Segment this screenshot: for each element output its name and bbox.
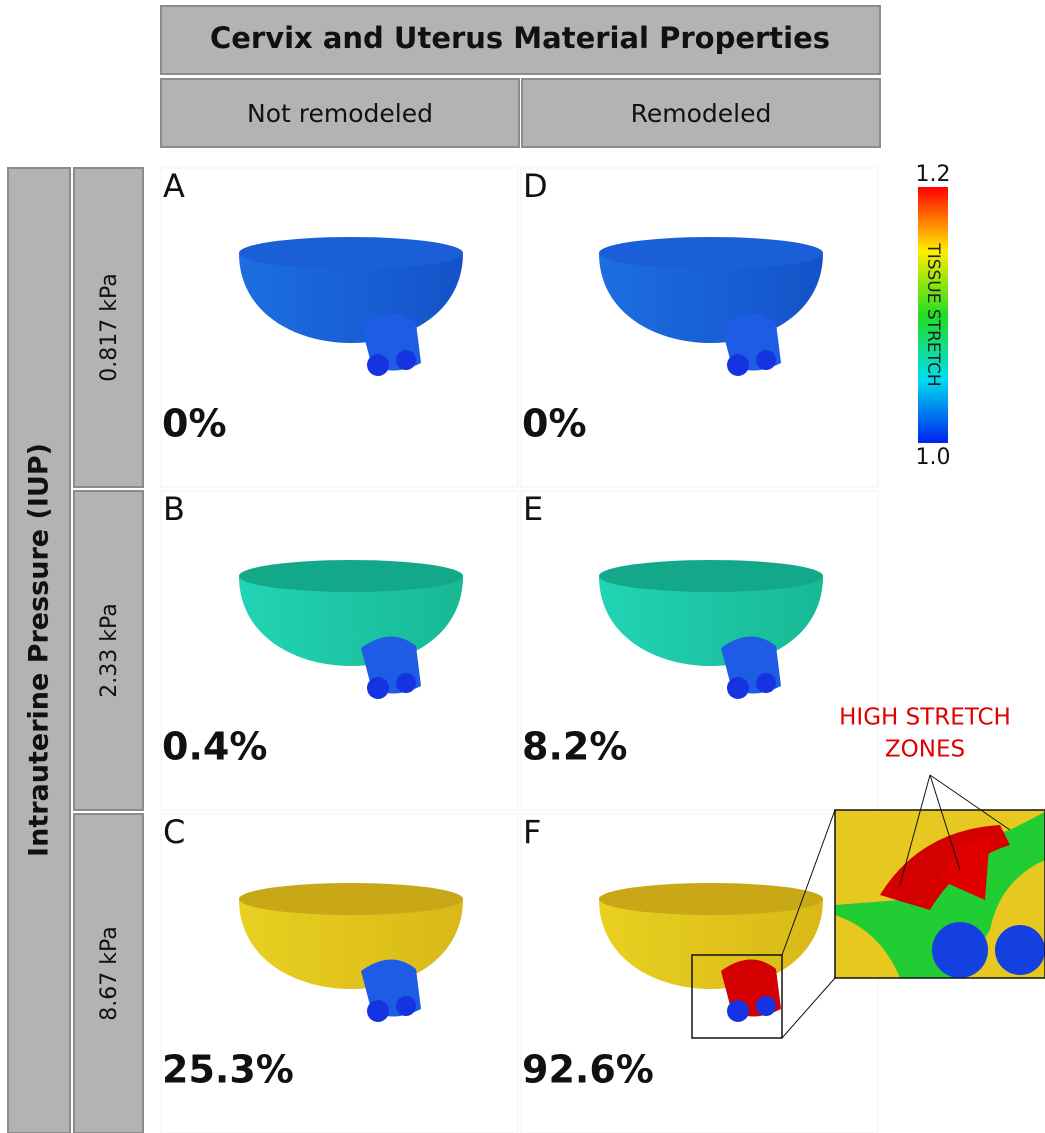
row-header: 2.33 kPa <box>97 603 122 697</box>
panel-value: 0% <box>522 402 587 446</box>
panel-letter: E <box>523 490 543 528</box>
colorbar-max: 1.2 <box>916 162 951 187</box>
colorbar-min: 1.0 <box>916 445 951 470</box>
column-header: Remodeled <box>631 99 772 128</box>
colorbar <box>918 187 948 443</box>
uterus-rim <box>239 237 463 269</box>
cervix-lobe <box>756 673 776 693</box>
uterus-rim <box>239 560 463 592</box>
annotation: ZONES <box>885 737 965 763</box>
panels: 0.817 kPa A 0% D 0% 2.33 kPa B 0.4% E 8.2% 8.67 kP… <box>73 167 879 1133</box>
panel-value: 92.6% <box>522 1048 654 1092</box>
uterus-rim <box>599 560 823 592</box>
row-box <box>73 813 144 1133</box>
row-box <box>73 490 144 811</box>
annotation: HIGH STRETCH <box>839 705 1011 731</box>
panel-value: 8.2% <box>522 725 627 769</box>
row-group-title: Intrauterine Pressure (IUP) <box>24 443 55 857</box>
cervix-lobe <box>727 354 749 376</box>
panel-letter: D <box>523 167 548 205</box>
panel-value: 25.3% <box>162 1048 294 1092</box>
row-header: 8.67 kPa <box>97 926 122 1020</box>
uterus-rim <box>599 883 823 915</box>
cervix-lobe <box>396 996 416 1016</box>
column-box <box>521 78 881 148</box>
row-header: 0.817 kPa <box>97 273 122 381</box>
cervix-lobe <box>367 1000 389 1022</box>
row-group-box <box>7 167 71 1133</box>
title: Cervix and Uterus Material Properties <box>210 21 830 55</box>
uterus-rim <box>239 883 463 915</box>
cervix-lobe <box>396 673 416 693</box>
cervix-lobe <box>727 1000 749 1022</box>
row-box <box>73 167 144 488</box>
cervix-lobe <box>727 677 749 699</box>
uterus-rim <box>599 237 823 269</box>
column-box <box>160 78 520 148</box>
title-box <box>160 5 881 75</box>
inset <box>691 774 1045 1039</box>
cervix-lobe <box>396 350 416 370</box>
cervix-lobe <box>756 996 776 1016</box>
cervix-lobe <box>756 350 776 370</box>
panel-value: 0.4% <box>162 725 267 769</box>
panel-letter: A <box>163 167 185 205</box>
panel-letter: F <box>523 813 541 851</box>
cervix-lobe <box>367 354 389 376</box>
panel-value: 0% <box>162 402 227 446</box>
panel-letter: B <box>163 490 185 528</box>
cervix-lobe <box>367 677 389 699</box>
panel-letter: C <box>163 813 185 851</box>
colorbar-label: TISSUE STRETCH <box>923 242 943 386</box>
column-header: Not remodeled <box>247 99 433 128</box>
